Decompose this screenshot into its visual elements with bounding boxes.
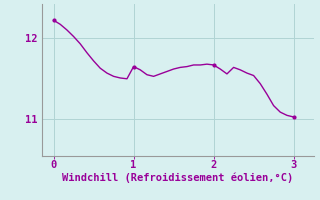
X-axis label: Windchill (Refroidissement éolien,°C): Windchill (Refroidissement éolien,°C) bbox=[62, 173, 293, 183]
